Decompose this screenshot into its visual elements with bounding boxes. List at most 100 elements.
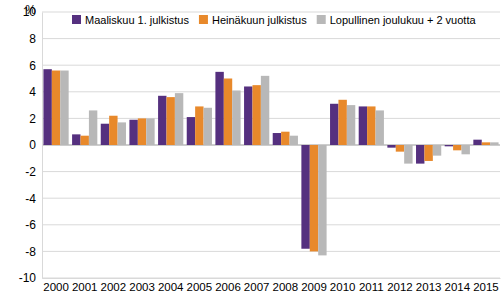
bar — [166, 97, 174, 145]
bar — [482, 142, 490, 145]
bar — [387, 145, 395, 148]
bar — [404, 145, 412, 164]
bar — [281, 132, 289, 145]
legend-label: Heinäkuun julkistus — [212, 14, 307, 26]
tick-label: 2 — [29, 112, 36, 126]
bar — [204, 108, 212, 145]
bar — [72, 134, 80, 145]
bar — [338, 100, 346, 145]
x-axis: 2000200120022003200420052006200720082009… — [43, 278, 501, 293]
tick: 2014 — [444, 278, 470, 293]
y-axis: -10-8-6-4-20246810 — [19, 5, 43, 285]
series — [60, 71, 498, 256]
tick-label: 2015 — [473, 281, 499, 293]
bar — [81, 136, 89, 145]
tick-label: 6 — [29, 59, 36, 73]
bar — [252, 85, 260, 145]
grid-line — [42, 12, 500, 13]
bar — [195, 106, 203, 145]
bar — [301, 145, 309, 249]
axis-title: % — [25, 3, 36, 17]
tick-label: 2013 — [416, 281, 442, 293]
bar — [109, 116, 117, 145]
bar — [232, 90, 240, 145]
tick-label: -10 — [19, 271, 37, 285]
legend-swatch — [72, 15, 81, 24]
tick-label: 2005 — [187, 281, 213, 293]
bar — [129, 120, 137, 145]
legend-label: Maaliskuu 1. julkistus — [85, 14, 189, 26]
bar — [89, 110, 97, 145]
bar — [318, 145, 326, 255]
tick-label: 2004 — [158, 281, 184, 293]
bars — [43, 69, 498, 255]
tick-label: -4 — [25, 192, 36, 206]
grid-line — [42, 251, 500, 252]
axis-line — [42, 13, 43, 279]
bar — [146, 118, 154, 145]
bar — [473, 140, 481, 145]
bar — [461, 145, 469, 154]
tick-label: 4 — [29, 85, 36, 99]
chart: -10-8-6-4-202468102000200120022003200420… — [0, 0, 504, 300]
tick-label: 2000 — [43, 281, 69, 293]
tick: 4 — [29, 85, 42, 99]
tick: 2007 — [244, 278, 270, 293]
tick: 8 — [29, 32, 42, 46]
tick: 2001 — [72, 278, 98, 293]
grid-line — [42, 38, 500, 39]
tick: 2013 — [416, 278, 442, 293]
tick: 0 — [29, 138, 42, 152]
tick: -2 — [25, 165, 42, 179]
bar — [118, 122, 126, 145]
tick: 2 — [29, 112, 42, 126]
legend-background — [69, 13, 479, 27]
tick: 2003 — [129, 278, 155, 293]
bar — [187, 117, 195, 145]
tick-label: -8 — [25, 245, 36, 259]
bar — [175, 93, 183, 145]
legend-item: Lopullinen joulukuu + 2 vuotta — [317, 14, 477, 26]
bar — [367, 106, 375, 145]
bar — [416, 145, 424, 164]
tick-label: 2007 — [244, 281, 270, 293]
tick: 2015 — [473, 278, 499, 293]
tick-label: 2014 — [444, 281, 470, 293]
grid-line — [42, 278, 500, 279]
bar — [490, 142, 498, 145]
tick-label: -2 — [25, 165, 36, 179]
tick: -4 — [25, 192, 42, 206]
bar — [330, 104, 338, 145]
bar — [433, 145, 441, 156]
grid-line — [42, 224, 500, 225]
tick-label: 2001 — [72, 281, 98, 293]
tick: 6 — [29, 59, 42, 73]
bar — [60, 71, 68, 145]
bar — [138, 118, 146, 145]
series — [52, 71, 490, 252]
grid-line — [42, 198, 500, 199]
tick-label: 8 — [29, 32, 36, 46]
bar — [359, 106, 367, 145]
tick-label: 0 — [29, 138, 36, 152]
bar — [273, 133, 281, 145]
tick-label: 2008 — [273, 281, 299, 293]
tick: 2000 — [43, 278, 69, 293]
tick: 2009 — [301, 278, 327, 293]
tick: 2010 — [330, 278, 356, 293]
tick-label: 2010 — [330, 281, 356, 293]
plot: -10-8-6-4-202468102000200120022003200420… — [19, 5, 501, 293]
tick: 2002 — [101, 278, 127, 293]
tick-label: 2003 — [129, 281, 155, 293]
tick: 2004 — [158, 278, 184, 293]
axis-line — [43, 278, 501, 279]
bar — [310, 145, 318, 251]
tick: 2005 — [187, 278, 213, 293]
legend-swatch — [199, 15, 208, 24]
bar — [445, 145, 453, 146]
bar — [290, 136, 298, 145]
tick-label: 2011 — [359, 281, 384, 293]
bar — [453, 145, 461, 150]
legend-label: Lopullinen joulukuu + 2 vuotta — [330, 14, 477, 26]
series — [43, 69, 481, 249]
